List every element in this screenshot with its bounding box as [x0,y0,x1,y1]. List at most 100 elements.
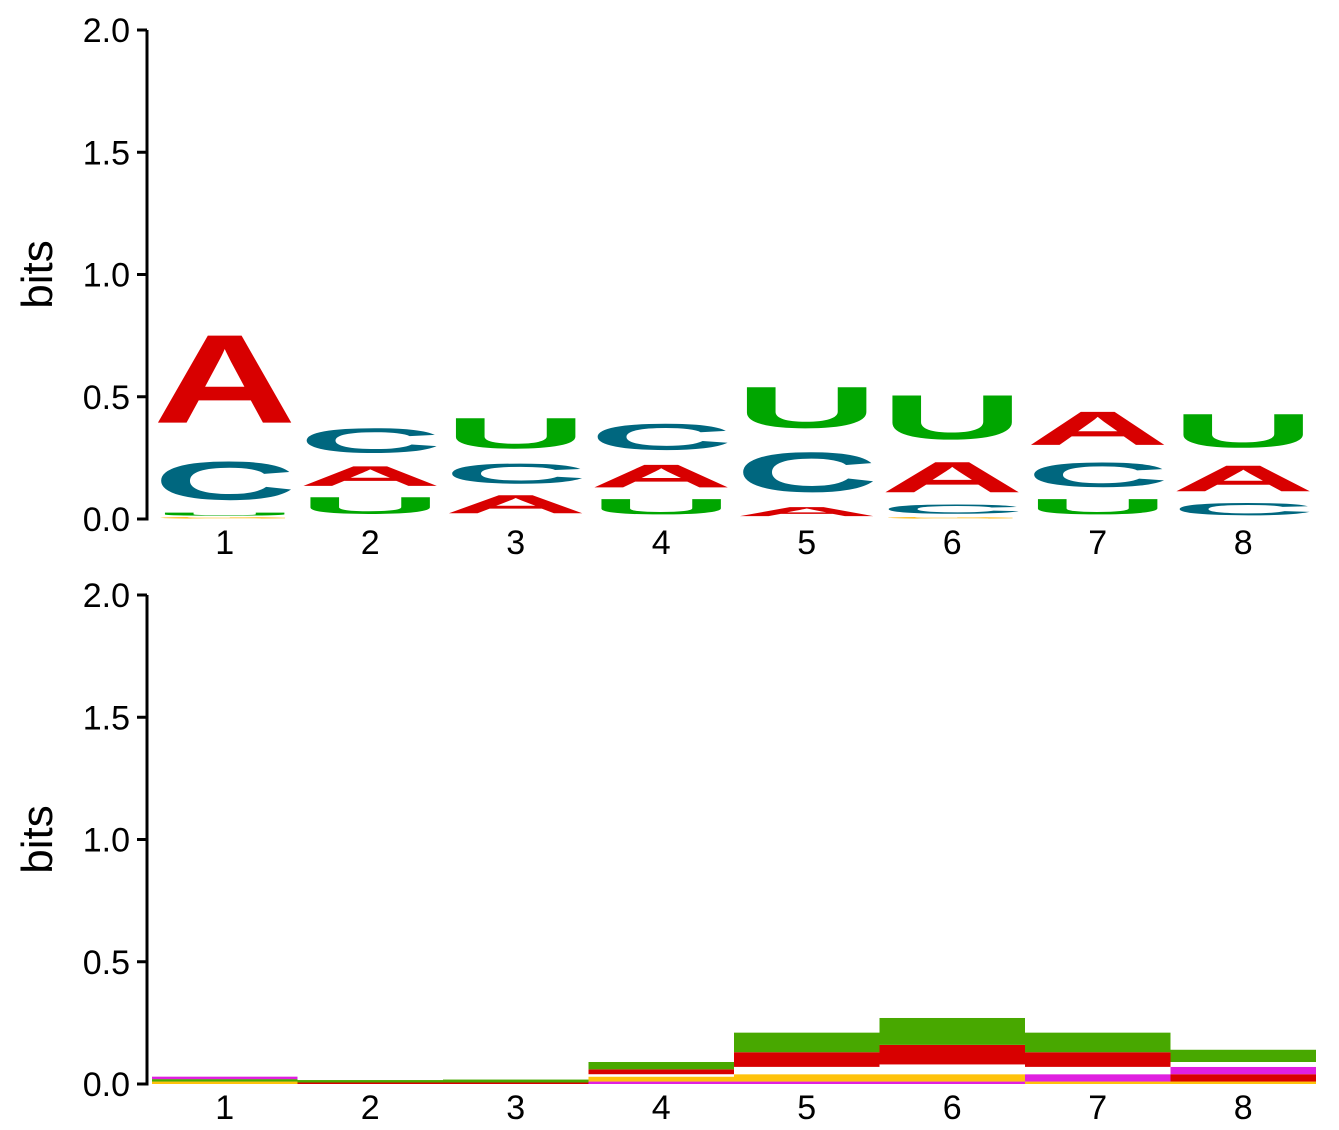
pair-band-segment [1170,1066,1316,1075]
pair-band-segment [734,1032,880,1053]
svg-text:C: C [299,421,442,460]
pair-band-segment [1025,1081,1171,1084]
pair-band-segment [879,1017,1025,1045]
svg-text:A: A [1026,401,1169,455]
pair-band-segment [1170,1049,1316,1062]
pair-band-segment [879,1064,1025,1075]
x-tick-label: 7 [1088,524,1107,562]
svg-text:G: G [153,517,296,519]
y-tick-label: 0.5 [83,379,130,417]
x-tick-label: 5 [797,524,816,562]
pair-band-segment [734,1066,880,1075]
pair-logo-chart: 0.0 0.5 1.0 1.5 2.0 bits 1 2 3 4 5 6 7 8 [13,577,1316,1127]
pair-band-segment [734,1052,880,1067]
pair-band-segment [879,1074,1025,1082]
letter-a-glyph: A [735,504,878,519]
svg-text:A: A [299,460,442,492]
letter-a-glyph: A [880,453,1024,502]
pair-band-segment [1025,1052,1171,1067]
y-tick-label: 1.0 [83,257,130,295]
y-tick-label: 1.5 [83,699,130,737]
letter-a-glyph: A [1026,401,1169,455]
x-tick-label: 3 [506,1089,525,1127]
letter-u-glyph: U [153,512,296,517]
pair-band-segment [443,1079,589,1083]
x-tick-label: 5 [797,1089,816,1127]
svg-text:C: C [1172,499,1315,519]
x-tick-label: 6 [943,1089,962,1127]
pair-band-segment [588,1061,734,1070]
letter-u-glyph: U [880,382,1024,452]
pair-band-segment [879,1081,1025,1084]
letter-c-glyph: C [1172,499,1315,519]
letter-c-glyph: C [735,441,878,504]
y-tick-label: 0.0 [83,1066,130,1104]
pair-band-segment [297,1082,443,1084]
svg-text:A: A [1172,458,1315,499]
pair-band-segment [588,1069,734,1075]
x-tick-label: 2 [361,524,380,562]
svg-text:C: C [153,450,296,511]
x-tick-label: 1 [215,1089,234,1127]
svg-text:G: G [881,517,1024,519]
x-tick-label: 7 [1088,1089,1107,1127]
svg-text:A: A [444,490,587,519]
svg-text:U: U [880,382,1024,452]
letter-u-glyph: U [444,409,588,458]
svg-text:C: C [881,502,1024,517]
letter-a-glyph: A [153,309,296,450]
svg-text:C: C [444,458,587,490]
pair-band-segment [152,1076,298,1080]
x-tick-label: 8 [1234,1089,1253,1127]
pair-band-segment [152,1081,298,1084]
letter-a-glyph: A [1172,458,1315,499]
svg-text:A: A [590,458,733,495]
pair-band-segment [588,1076,734,1082]
letter-c-glyph: C [153,450,296,511]
letter-u-glyph: U [1172,404,1315,458]
letter-a-glyph: A [590,458,733,495]
y-tick-label: 0.5 [83,944,130,982]
pair-band-segment [1170,1074,1316,1082]
svg-text:C: C [735,441,878,504]
letter-c-glyph: C [590,416,733,457]
pair-band-segment [734,1074,880,1082]
svg-text:U: U [299,492,442,519]
pair-band-segment [734,1081,880,1084]
pair-band-segment [1170,1061,1316,1067]
pair-band-segment [297,1080,443,1083]
y-tick-label: 1.0 [83,822,130,860]
y-tick-label: 2.0 [83,577,130,615]
svg-text:U: U [444,409,588,458]
svg-text:U: U [1026,494,1169,518]
y-tick-label: 1.5 [83,134,130,172]
letter-u-glyph: U [1026,494,1169,518]
pair-band-segment [588,1074,734,1077]
pair-logo-panel: 0.0 0.5 1.0 1.5 2.0 bits 1 2 3 4 5 6 7 8 [0,565,1339,1130]
pair-band-segment [1025,1066,1171,1075]
x-tick-label: 8 [1234,524,1253,562]
letter-g-glyph: G [881,517,1024,519]
y-axis-title: bits [13,805,62,873]
svg-text:U: U [153,512,296,517]
letter-c-glyph: C [299,421,442,460]
pair-band-segment [588,1081,734,1084]
svg-text:A: A [735,504,878,519]
x-tick-label: 4 [652,524,671,562]
y-tick-label: 2.0 [83,12,130,50]
svg-text:A: A [153,309,296,450]
pair-band-segment [1170,1081,1316,1084]
sequence-logo-panel: 0.0 0.5 1.0 1.5 2.0 bits 1 2 3 4 5 6 7 8 G U C A U A C A C U U A C… [13,12,1315,562]
pair-band-segment [1025,1074,1171,1082]
pair-band-segment [1025,1032,1171,1053]
letter-c-glyph: C [1026,456,1169,495]
letter-u-glyph: U [735,375,879,441]
x-tick-label: 2 [361,1089,380,1127]
x-tick-label: 4 [652,1089,671,1127]
y-axis-title: bits [13,240,62,308]
x-tick-label: 3 [506,524,525,562]
letter-g-glyph: G [153,517,296,519]
y-tick-label: 0.0 [83,501,130,539]
pair-band-segment [152,1079,298,1082]
